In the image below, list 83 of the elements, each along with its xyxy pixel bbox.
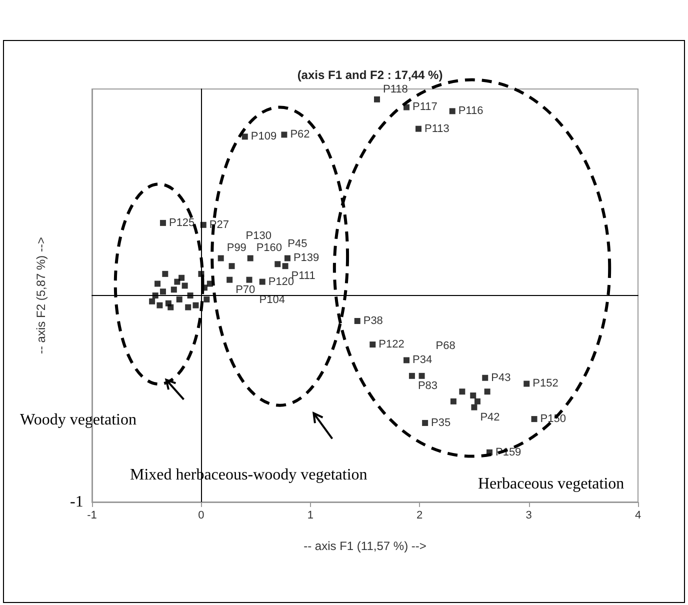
annotation: P70	[236, 284, 256, 296]
point	[408, 372, 415, 379]
point	[422, 420, 428, 426]
point	[416, 126, 422, 132]
annotation: P99	[226, 242, 246, 254]
point	[226, 276, 233, 283]
point	[218, 255, 224, 262]
annotation: P83	[418, 380, 438, 392]
chart-title: (axis F1 and F2 : 17,44 %)	[297, 68, 443, 82]
x-tick-label: 4	[634, 510, 642, 522]
point	[403, 357, 410, 364]
annotation: P62	[290, 128, 310, 141]
annotation: P122	[378, 338, 404, 351]
annotation: P113	[424, 122, 450, 135]
text: Herbaceous vegetation	[478, 476, 624, 492]
point	[170, 286, 177, 293]
point	[281, 132, 288, 138]
annotation: P117	[412, 101, 438, 114]
point	[200, 222, 206, 228]
point	[459, 388, 466, 395]
point	[174, 278, 180, 285]
point	[484, 388, 490, 395]
point	[204, 296, 210, 302]
annotation: P116	[458, 105, 484, 118]
point	[185, 304, 192, 310]
point	[154, 280, 161, 287]
point	[156, 302, 163, 308]
x-axis-title: -- axis F1 (11,57 %) -->	[304, 539, 426, 553]
annotation: P109	[250, 130, 277, 143]
point	[162, 270, 168, 277]
point	[470, 392, 476, 399]
point	[474, 398, 480, 404]
annotation: P38	[363, 314, 383, 327]
x-tick-label: -1	[87, 510, 97, 522]
annotation: P139	[293, 252, 320, 264]
point	[149, 298, 156, 304]
point	[178, 274, 185, 281]
point	[187, 292, 194, 298]
point	[228, 263, 235, 270]
annotation: P120	[268, 276, 294, 288]
point	[152, 292, 158, 298]
annotation: P118	[383, 83, 408, 96]
annotation: P130	[246, 230, 272, 242]
point	[450, 398, 456, 404]
x-tick-label: 2	[416, 510, 423, 522]
annotation: P160	[256, 242, 282, 254]
y-axis-title: -- axis F2 (5,87 %) -->	[34, 236, 48, 354]
annotation: P35	[431, 416, 451, 429]
point	[246, 276, 252, 283]
annotation: P42	[480, 411, 500, 424]
x-tick-label: 0	[198, 510, 204, 522]
point	[259, 278, 266, 285]
point	[242, 134, 248, 140]
annotation: P27	[209, 218, 229, 231]
point	[531, 416, 538, 422]
text: -1	[70, 494, 84, 510]
point	[168, 304, 174, 310]
point	[471, 404, 478, 410]
annotation: P125	[168, 216, 195, 229]
annotation: P43	[491, 372, 511, 384]
annotation: P68	[436, 340, 456, 352]
point	[182, 282, 188, 289]
x-tick-label: 3	[526, 510, 532, 522]
point	[160, 288, 166, 295]
point	[449, 108, 456, 114]
point	[524, 380, 530, 387]
annotation: P34	[412, 354, 432, 366]
point	[418, 372, 425, 379]
point	[247, 255, 254, 262]
point	[284, 255, 290, 262]
point	[374, 96, 380, 102]
point	[274, 261, 281, 268]
point	[370, 342, 376, 348]
annotation: P45	[288, 238, 308, 250]
point	[354, 318, 360, 324]
point	[282, 263, 288, 270]
point	[176, 296, 182, 302]
point	[160, 220, 166, 226]
point	[192, 302, 199, 308]
annotation: P152	[532, 378, 558, 390]
point	[482, 374, 488, 381]
annotation: Woody vegetation	[20, 412, 136, 428]
x-tick-label: 1	[307, 510, 314, 522]
